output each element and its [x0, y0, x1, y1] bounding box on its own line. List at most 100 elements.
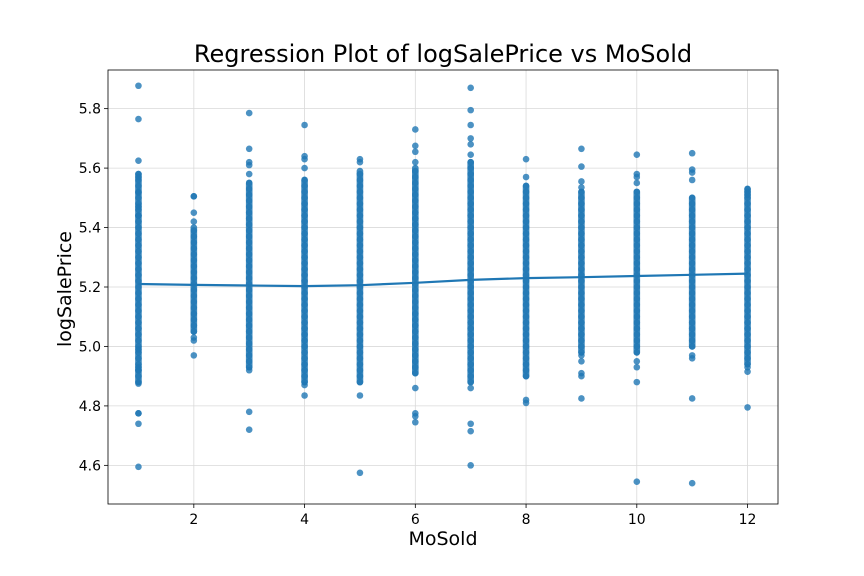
- data-point: [356, 170, 364, 178]
- y-axis-ticks: 4.6 4.8 5.0 5.2 5.4 5.6 5.8: [79, 102, 108, 474]
- data-point: [744, 295, 751, 303]
- data-point: [356, 176, 364, 184]
- data-point: [578, 242, 585, 249]
- data-point: [301, 248, 308, 255]
- data-point: [467, 176, 474, 184]
- data-point: [578, 248, 585, 255]
- data-point: [633, 301, 641, 309]
- data-point: [744, 355, 751, 362]
- data-point: [356, 277, 364, 285]
- data-point: [301, 277, 308, 285]
- data-point: [578, 372, 585, 380]
- data-point: [245, 209, 253, 216]
- data-point: [356, 295, 364, 303]
- data-point: [135, 224, 142, 231]
- data-point: [135, 463, 142, 471]
- data-point: [688, 337, 696, 344]
- data-point: [633, 283, 641, 291]
- data-point: [633, 337, 641, 344]
- data-point: [467, 427, 474, 435]
- data-point: [633, 313, 641, 321]
- data-point: [688, 265, 696, 273]
- data-point: [135, 410, 142, 417]
- data-point: [467, 331, 474, 338]
- data-point: [467, 420, 474, 428]
- data-point: [135, 265, 142, 273]
- data-point: [633, 224, 641, 231]
- y-tick-label: 4.8: [79, 399, 101, 415]
- data-point: [688, 242, 696, 249]
- data-point: [356, 206, 364, 214]
- data-point: [578, 259, 585, 267]
- data-point: [412, 227, 419, 234]
- data-point: [301, 206, 308, 214]
- data-point: [412, 369, 419, 377]
- data-point: [688, 295, 696, 303]
- data-point: [356, 182, 364, 190]
- data-point: [190, 209, 198, 216]
- data-point: [467, 325, 474, 332]
- data-point: [522, 366, 530, 374]
- grid-lines: [108, 70, 778, 504]
- data-point: [412, 221, 419, 228]
- x-axis-label: MoSold: [408, 528, 477, 550]
- data-point: [467, 283, 474, 291]
- data-point: [356, 355, 364, 362]
- data-point: [688, 248, 696, 255]
- data-point: [633, 151, 641, 159]
- data-point: [135, 259, 142, 267]
- data-point: [135, 182, 142, 190]
- data-point: [245, 298, 253, 306]
- data-point: [135, 319, 142, 326]
- data-point: [356, 366, 364, 374]
- data-point: [633, 179, 641, 187]
- data-point: [301, 200, 308, 208]
- data-point: [522, 194, 530, 202]
- data-point: [578, 178, 585, 185]
- data-point: [356, 158, 364, 166]
- data-point: [245, 145, 253, 153]
- data-point: [190, 322, 198, 329]
- data-point: [522, 313, 530, 321]
- data-point: [245, 109, 253, 117]
- x-tick-label: 12: [739, 512, 757, 528]
- data-point: [688, 253, 696, 261]
- data-point: [245, 251, 253, 258]
- data-point: [578, 277, 585, 285]
- data-point: [688, 313, 696, 321]
- data-point: [633, 307, 641, 315]
- data-point: [633, 259, 641, 267]
- data-point: [578, 163, 585, 170]
- data-point: [522, 265, 530, 273]
- data-point: [135, 82, 142, 90]
- data-point: [522, 372, 530, 380]
- data-point: [190, 352, 198, 359]
- data-point: [301, 230, 308, 237]
- data-point: [633, 265, 641, 273]
- data-point: [135, 189, 142, 196]
- data-point: [135, 203, 142, 211]
- data-point: [412, 310, 419, 318]
- data-point: [522, 337, 530, 344]
- data-point: [578, 307, 585, 315]
- x-tick-label: 4: [300, 512, 309, 528]
- data-point: [467, 313, 474, 321]
- data-point: [744, 191, 751, 199]
- data-point: [633, 325, 641, 332]
- data-point: [301, 188, 308, 196]
- data-point: [688, 289, 696, 297]
- data-point: [356, 301, 364, 309]
- x-axis-ticks: 2 4 6 8 10 12: [189, 504, 756, 528]
- data-point: [356, 265, 364, 273]
- data-point: [245, 358, 253, 365]
- data-point: [245, 191, 253, 199]
- data-point: [301, 392, 308, 399]
- data-point: [135, 372, 142, 380]
- data-point: [245, 408, 253, 416]
- data-point: [633, 363, 641, 371]
- data-point: [467, 355, 474, 362]
- data-point: [633, 319, 641, 326]
- data-point: [467, 182, 474, 190]
- data-point: [633, 212, 641, 219]
- data-point: [245, 245, 253, 252]
